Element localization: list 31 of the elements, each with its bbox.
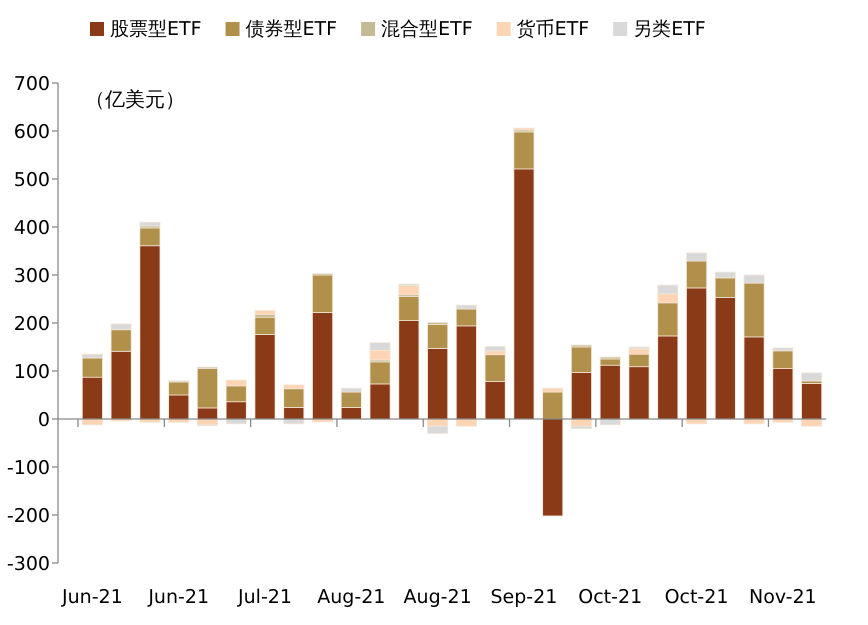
y-tick-label: -100 <box>6 457 50 479</box>
x-tick-label: Aug-21 <box>404 586 472 608</box>
legend-label: 混合型ETF <box>381 18 473 40</box>
x-tick-label: Jul-21 <box>237 586 292 608</box>
x-tick-label: Nov-21 <box>749 586 817 608</box>
legend-label: 货币ETF <box>516 18 590 40</box>
x-tick-label: Oct-21 <box>664 586 728 608</box>
bar <box>801 372 822 382</box>
x-tick-label: Jun-21 <box>61 586 123 608</box>
bar <box>398 285 420 296</box>
legend-label: 另类ETF <box>633 18 706 40</box>
y-tick-label: 500 <box>14 169 50 191</box>
x-tick-label: Oct-21 <box>578 586 642 608</box>
bar <box>484 346 506 352</box>
y-tick-label: 300 <box>14 265 50 287</box>
y-axis-title: （亿美元） <box>85 87 185 111</box>
legend-label: 债券型ETF <box>246 18 338 40</box>
y-tick-label: 200 <box>14 313 50 335</box>
legend-label: 股票型ETF <box>110 18 202 40</box>
bar <box>254 310 276 315</box>
y-tick-label: 0 <box>38 409 50 431</box>
y-tick-label: 100 <box>14 361 50 383</box>
x-tick-label: Jun-21 <box>147 586 210 608</box>
y-tick-label: 600 <box>14 121 50 143</box>
y-tick-label: -200 <box>6 505 50 527</box>
y-tick-label: -300 <box>6 553 50 575</box>
x-tick-label: Aug-21 <box>317 586 386 608</box>
y-tick-label: 400 <box>14 217 50 239</box>
x-tick-label: Sep-21 <box>490 586 558 608</box>
y-tick-label: 700 <box>14 73 50 95</box>
bar <box>139 222 160 226</box>
